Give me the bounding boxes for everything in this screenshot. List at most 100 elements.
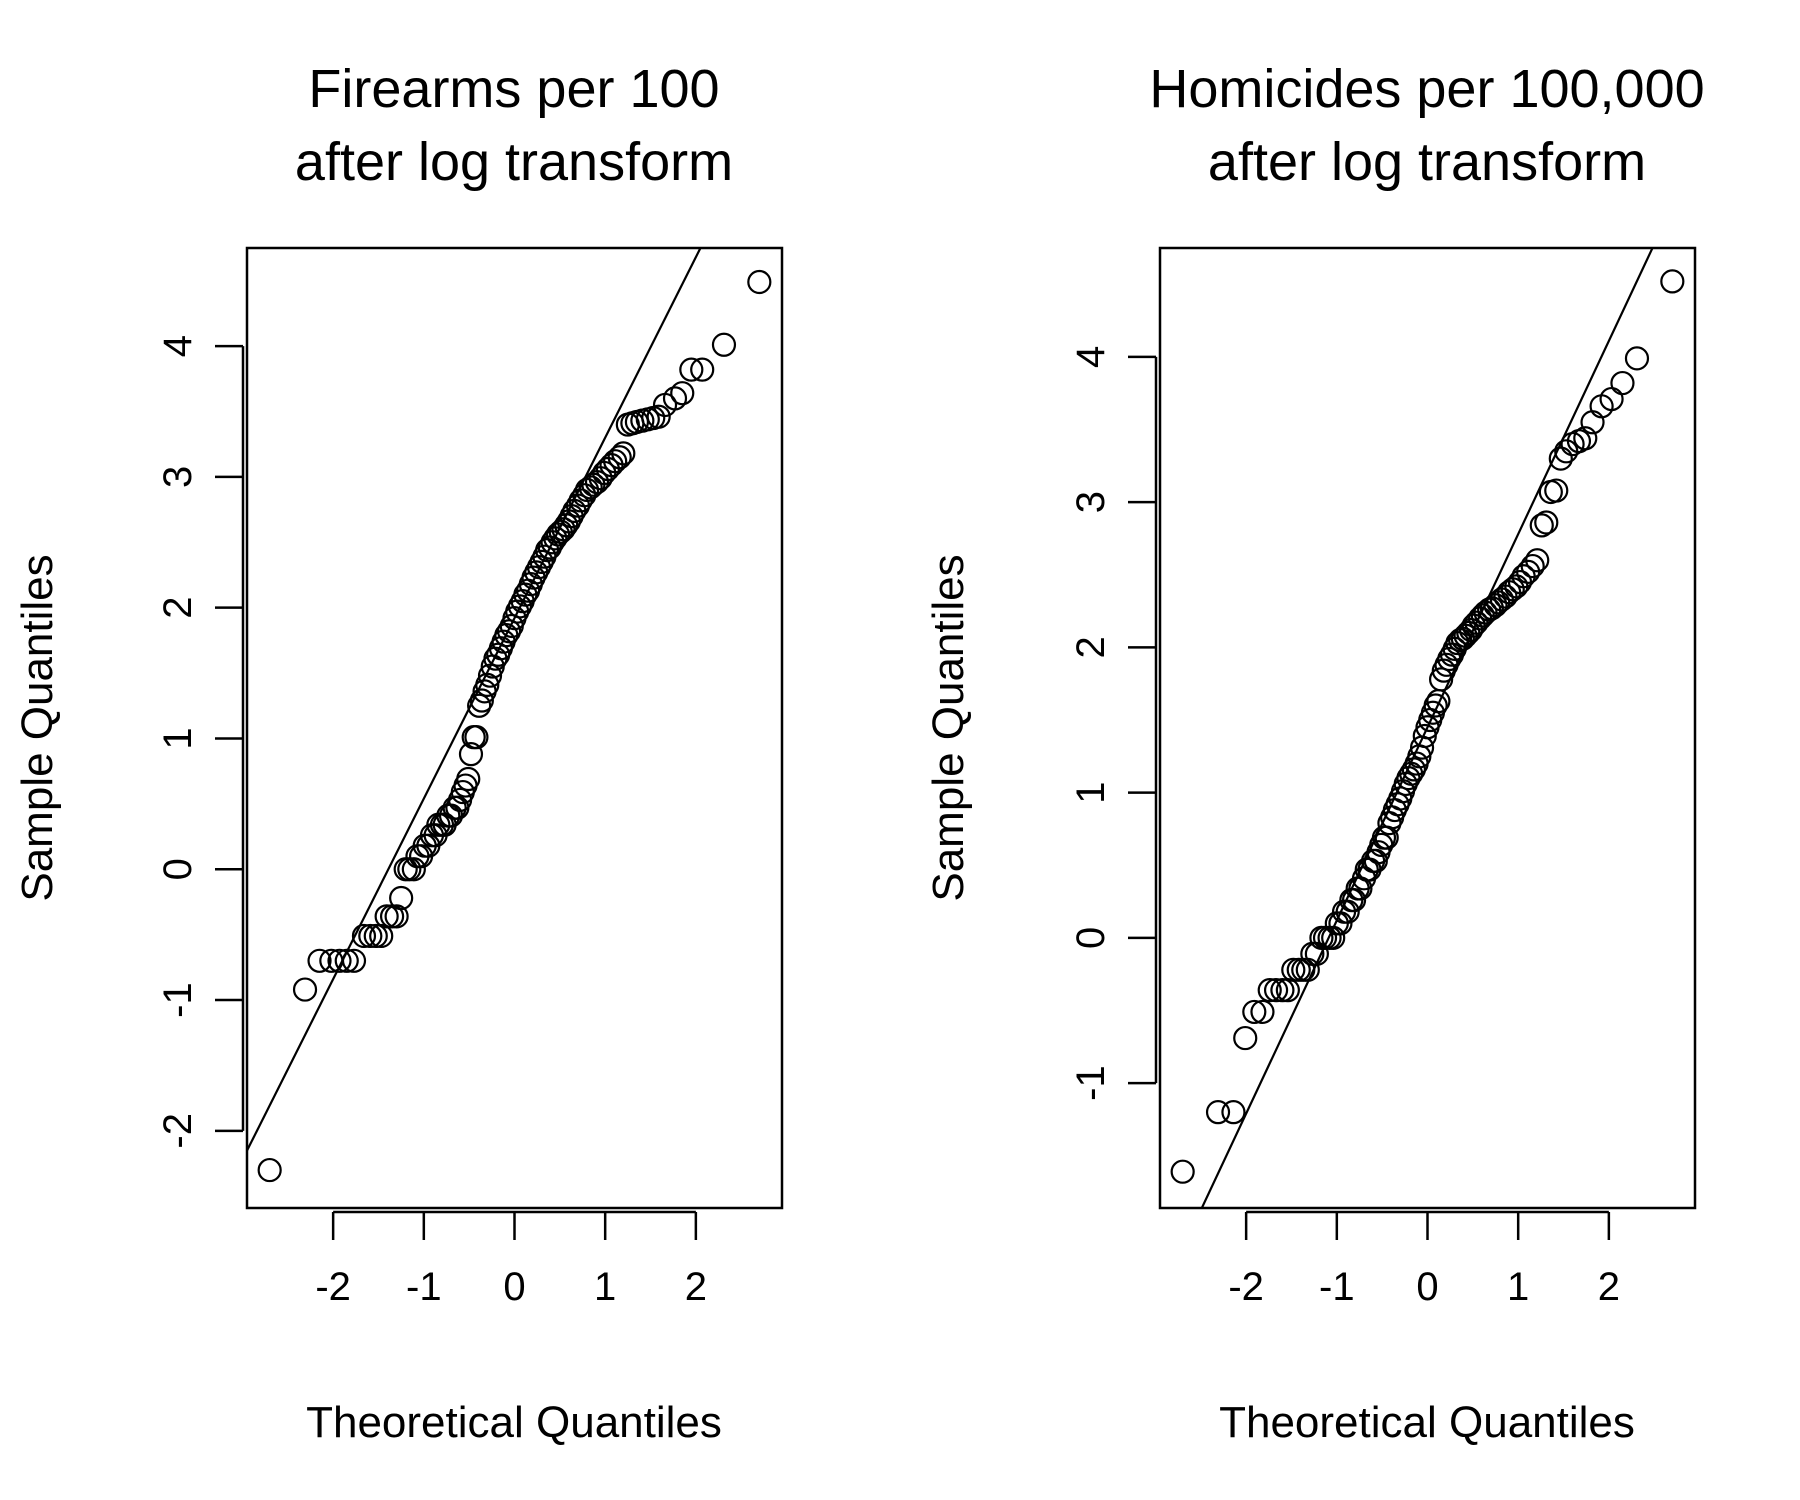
data-point	[1242, 999, 1267, 1025]
data-point	[507, 594, 533, 619]
chart-title-line-2: after log transform	[295, 132, 733, 192]
qq-reference-line	[1200, 248, 1654, 1208]
data-point	[747, 269, 772, 295]
data-point	[646, 404, 671, 429]
data-point	[1529, 513, 1554, 538]
chart-title-line-2: after log transform	[1208, 132, 1646, 192]
x-tick-label: 1	[1507, 1265, 1529, 1309]
x-axis-label: Theoretical Quantiles	[1219, 1398, 1635, 1447]
x-tick-label: -1	[1319, 1265, 1355, 1309]
homicides-data-layer	[1170, 248, 1685, 1208]
data-point	[711, 332, 737, 357]
data-point	[475, 672, 500, 697]
qq-reference-line	[247, 248, 702, 1152]
data-point	[1328, 911, 1353, 936]
data-point	[307, 948, 332, 973]
y-tick-label: 4	[156, 335, 200, 357]
y-tick-label: 2	[156, 597, 200, 619]
x-tick-label: 1	[594, 1265, 616, 1309]
data-point	[670, 381, 695, 406]
x-tick-label: -1	[406, 1265, 442, 1309]
data-point	[1170, 1159, 1195, 1184]
x-tick-label: 0	[1416, 1265, 1438, 1309]
x-axis: -2 -1 0 1 2	[1228, 1210, 1620, 1309]
data-point	[1257, 978, 1282, 1003]
data-point	[1221, 1100, 1246, 1125]
data-point	[374, 904, 399, 929]
data-point	[458, 742, 484, 767]
firearms-data-layer	[247, 248, 772, 1183]
chart-title-line-1: Firearms per 100	[308, 59, 719, 119]
data-point	[1250, 999, 1275, 1025]
x-axis: -2 -1 0 1 2	[315, 1210, 707, 1309]
data-point	[469, 688, 494, 713]
data-point	[679, 357, 704, 382]
data-point	[292, 977, 318, 1002]
y-tick-label: -1	[156, 982, 200, 1018]
y-tick-label: -2	[156, 1113, 200, 1149]
data-point	[1624, 346, 1650, 371]
y-axis: -1 0 1 2 3 4	[1069, 346, 1158, 1101]
data-point	[1573, 426, 1598, 451]
data-point	[1281, 957, 1306, 982]
data-point	[662, 386, 688, 411]
y-tick-label: 3	[156, 466, 200, 488]
data-point	[1233, 1025, 1258, 1051]
data-point	[1341, 888, 1367, 913]
data-point	[1534, 510, 1559, 535]
y-tick-label: 2	[1069, 636, 1113, 658]
data-point	[1423, 693, 1448, 718]
data-point	[456, 766, 481, 792]
data-point	[1335, 899, 1360, 924]
y-tick-label: -1	[1069, 1065, 1113, 1101]
data-point	[1525, 548, 1550, 573]
plot-frame	[1158, 246, 1697, 1210]
data-point	[690, 357, 715, 382]
data-point	[477, 663, 503, 688]
y-tick-label: 0	[156, 858, 200, 880]
chart-title-line-1: Homicides per 100,000	[1149, 59, 1704, 119]
x-tick-label: -2	[1228, 1265, 1264, 1309]
data-point	[603, 449, 628, 474]
data-point	[1270, 978, 1295, 1003]
x-tick-label: 0	[503, 1265, 525, 1309]
data-point	[358, 923, 383, 949]
data-point	[529, 549, 554, 574]
data-point	[1544, 478, 1569, 503]
data-point	[1520, 553, 1545, 579]
data-point	[607, 445, 632, 470]
homicides-qq-panel: Homicides per 100,000 after log transfor…	[924, 59, 1705, 1447]
data-point	[611, 441, 636, 466]
data-point	[1660, 269, 1685, 294]
x-tick-label: -2	[315, 1265, 351, 1309]
data-point	[1304, 941, 1329, 966]
data-point	[389, 885, 414, 911]
plot-frame	[245, 246, 784, 1210]
firearms-qq-panel: Firearms per 100 after log transform -2-…	[13, 59, 784, 1447]
y-axis-label: Sample Quantiles	[13, 554, 62, 901]
x-tick-label: 2	[685, 1265, 707, 1309]
data-point	[1205, 1100, 1231, 1125]
x-axis-label: Theoretical Quantiles	[306, 1398, 722, 1447]
data-point	[327, 948, 352, 973]
y-tick-label: 1	[156, 727, 200, 749]
data-point	[467, 693, 492, 718]
data-point	[351, 923, 377, 949]
data-point	[363, 923, 388, 949]
data-point	[341, 948, 367, 973]
data-point	[1263, 978, 1289, 1003]
data-point	[401, 857, 426, 882]
y-tick-label: 0	[1069, 927, 1113, 949]
data-point	[464, 725, 489, 750]
data-point	[551, 517, 576, 542]
data-point	[384, 904, 409, 929]
y-tick-label: 3	[1069, 491, 1113, 513]
y-axis-label: Sample Quantiles	[924, 554, 973, 901]
x-tick-label: 2	[1598, 1265, 1620, 1309]
y-axis: -2 -1 0 1 2 3 4	[156, 335, 245, 1149]
data-point	[1548, 446, 1573, 471]
y-tick-label: 4	[1069, 346, 1113, 368]
data-point	[257, 1157, 282, 1183]
data-point	[334, 948, 359, 973]
